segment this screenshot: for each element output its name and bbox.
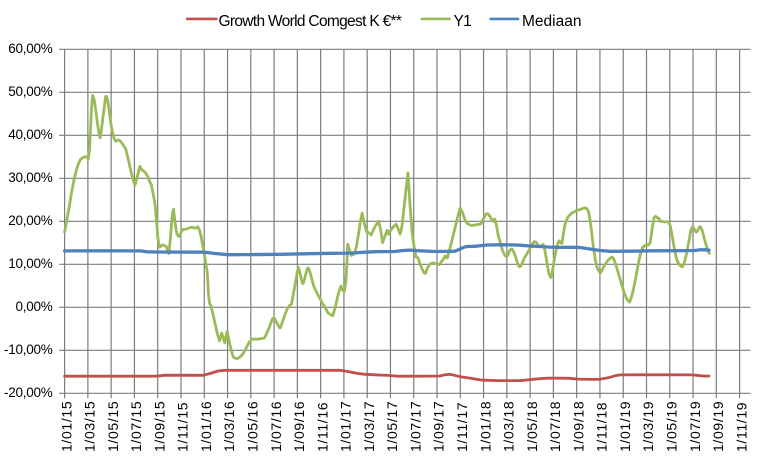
svg-text:1/01/18: 1/01/18 [477, 401, 493, 452]
svg-text:1/01/17: 1/01/17 [338, 401, 354, 452]
svg-text:10,00%: 10,00% [8, 256, 53, 271]
svg-text:20,00%: 20,00% [8, 213, 53, 228]
svg-text:1/01/16: 1/01/16 [198, 401, 214, 452]
svg-text:1/03/16: 1/03/16 [221, 401, 237, 452]
svg-text:1/11/16: 1/11/16 [314, 402, 330, 452]
svg-text:1/09/16: 1/09/16 [291, 401, 307, 452]
svg-text:1/05/15: 1/05/15 [105, 401, 121, 452]
svg-text:1/01/19: 1/01/19 [617, 401, 633, 452]
svg-text:0,00%: 0,00% [15, 299, 52, 314]
svg-text:1/05/17: 1/05/17 [384, 401, 400, 452]
svg-text:60,00%: 60,00% [8, 41, 53, 56]
svg-text:-10,00%: -10,00% [4, 342, 53, 357]
svg-text:1/03/17: 1/03/17 [361, 401, 377, 452]
svg-text:Growth World Comgest K €**: Growth World Comgest K €** [219, 13, 402, 30]
svg-text:1/11/18: 1/11/18 [594, 402, 610, 452]
svg-text:1/09/18: 1/09/18 [570, 401, 586, 452]
svg-text:-20,00%: -20,00% [4, 385, 53, 400]
svg-text:Y1: Y1 [454, 13, 472, 30]
svg-text:1/09/19: 1/09/19 [710, 401, 726, 452]
svg-text:1/07/16: 1/07/16 [268, 401, 284, 452]
svg-text:1/03/19: 1/03/19 [640, 401, 656, 452]
svg-text:1/07/17: 1/07/17 [407, 401, 423, 452]
svg-text:1/05/19: 1/05/19 [663, 401, 679, 452]
svg-text:1/01/15: 1/01/15 [58, 401, 74, 452]
svg-text:1/11/15: 1/11/15 [175, 402, 191, 452]
svg-text:1/09/17: 1/09/17 [431, 401, 447, 452]
svg-text:1/07/15: 1/07/15 [128, 401, 144, 452]
svg-text:1/11/17: 1/11/17 [454, 402, 470, 452]
svg-text:50,00%: 50,00% [8, 84, 53, 99]
svg-text:1/05/18: 1/05/18 [524, 401, 540, 452]
svg-text:1/03/18: 1/03/18 [501, 401, 517, 452]
svg-text:30,00%: 30,00% [8, 170, 53, 185]
svg-text:1/05/16: 1/05/16 [245, 401, 261, 452]
svg-text:1/11/19: 1/11/19 [733, 402, 749, 452]
svg-text:1/03/15: 1/03/15 [82, 401, 98, 452]
svg-text:1/07/18: 1/07/18 [547, 401, 563, 452]
svg-text:1/07/19: 1/07/19 [687, 401, 703, 452]
svg-text:40,00%: 40,00% [8, 127, 53, 142]
svg-text:1/09/15: 1/09/15 [151, 401, 167, 452]
svg-text:Mediaan: Mediaan [522, 13, 581, 30]
